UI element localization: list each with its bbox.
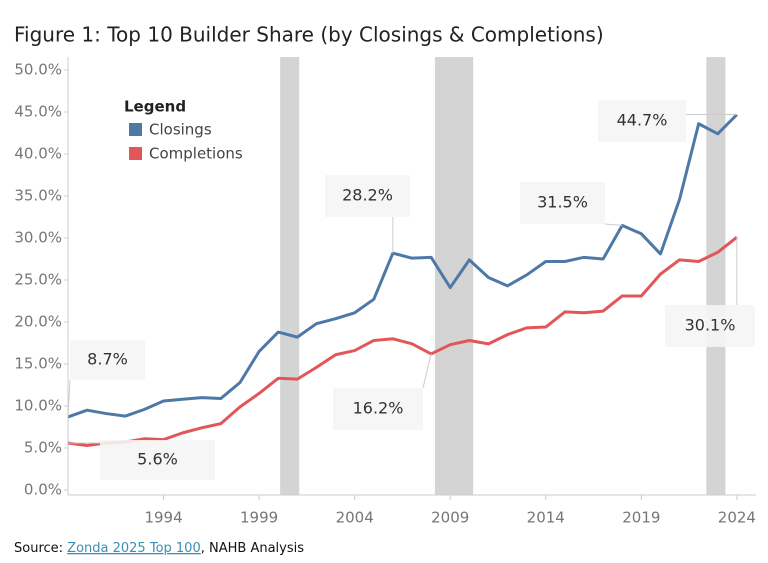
x-tick-label: 1999 <box>240 509 278 527</box>
y-tick-label: 10.0% <box>14 397 62 415</box>
y-tick-label: 25.0% <box>14 271 62 289</box>
annotation-box <box>520 182 605 224</box>
source-link[interactable]: Zonda 2025 Top 100 <box>67 541 201 556</box>
annotation-box <box>665 305 755 347</box>
shaded-range <box>434 57 474 495</box>
annotation-label: 44.7% <box>617 111 668 130</box>
shaded-range <box>280 57 300 495</box>
source-prefix: Source: <box>14 541 67 556</box>
series-line <box>67 113 738 419</box>
series-line <box>67 235 738 447</box>
annotation-label: 31.5% <box>537 193 588 212</box>
y-tick-label: 20.0% <box>14 313 62 331</box>
annotation-box <box>598 100 686 142</box>
annotation-leader <box>67 379 71 417</box>
annotation-box <box>70 340 145 380</box>
annotation-box <box>325 175 410 217</box>
annotation-leader <box>604 223 623 226</box>
source-suffix: , NAHB Analysis <box>201 541 304 556</box>
y-tick-label: 15.0% <box>14 355 62 373</box>
legend-title: Legend <box>124 98 186 116</box>
annotation-label: 5.6% <box>137 450 178 469</box>
annotation-label: 16.2% <box>353 399 404 418</box>
y-tick-label: 5.0% <box>24 439 62 457</box>
annotation-label: 30.1% <box>685 316 736 335</box>
annotation-box <box>100 440 215 480</box>
chart-title: Figure 1: Top 10 Builder Share (by Closi… <box>14 23 604 47</box>
annotation-leader <box>422 353 432 389</box>
x-tick-label: 2004 <box>336 509 374 527</box>
legend-label: Closings <box>149 121 212 139</box>
legend-swatch <box>129 123 142 136</box>
source: Source: Zonda 2025 Top 100, NAHB Analysi… <box>14 541 304 556</box>
legend-swatch <box>129 147 142 160</box>
x-tick-label: 2024 <box>718 509 756 527</box>
y-tick-label: 50.0% <box>14 61 62 79</box>
annotation-label: 8.7% <box>87 350 128 369</box>
x-tick-label: 1994 <box>144 509 182 527</box>
y-tick-label: 45.0% <box>14 103 62 121</box>
y-tick-label: 40.0% <box>14 145 62 163</box>
y-tick-label: 35.0% <box>14 187 62 205</box>
shaded-range <box>706 57 726 495</box>
x-tick-label: 2014 <box>527 509 565 527</box>
annotation-box <box>333 388 423 430</box>
y-tick-label: 0.0% <box>24 481 62 499</box>
annotation-label: 28.2% <box>342 186 393 205</box>
x-tick-label: 2009 <box>431 509 469 527</box>
legend-label: Completions <box>149 145 243 163</box>
y-tick-label: 30.0% <box>14 229 62 247</box>
x-tick-label: 2019 <box>622 509 660 527</box>
